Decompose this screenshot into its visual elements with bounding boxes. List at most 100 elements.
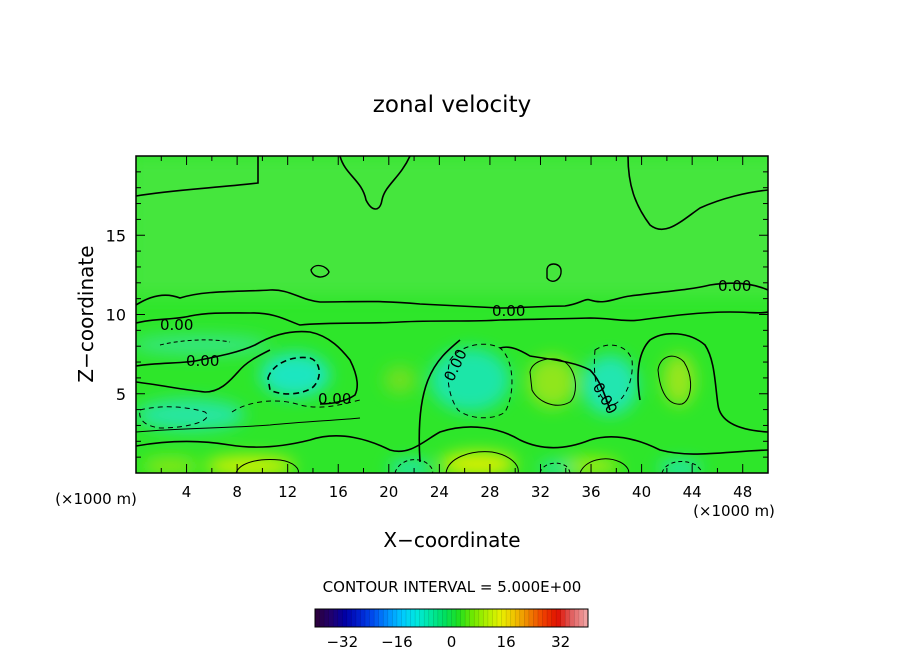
colorbar-cell — [474, 609, 480, 627]
colorbar-cell — [565, 609, 571, 627]
contour-label: 0.00 — [160, 316, 193, 334]
negative-bottom-3 — [658, 461, 702, 473]
upper-light-band — [136, 156, 768, 296]
x-tick-label: 20 — [379, 483, 398, 501]
negative-contour-8 — [159, 339, 231, 346]
contour-label: 0.00 — [718, 277, 751, 295]
colorbar-cell — [578, 609, 584, 627]
x-axis-ticks: 4 8 12 16 20 24 28 32 36 40 44 48 — [160, 156, 752, 501]
contour-label: 0.00 — [492, 302, 525, 320]
positive-bottom-3 — [560, 458, 620, 473]
contour-label-group: 0.00 0.00 0.00 0.00 0.00 0.00 0.00 — [160, 277, 751, 417]
contour-interval-text: CONTOUR INTERVAL = 5.000E+00 — [323, 578, 582, 596]
colorbar-cell — [442, 609, 448, 627]
colorbar-cell — [537, 609, 543, 627]
positive-contour-5 — [579, 458, 630, 473]
positive-contour-1 — [529, 358, 576, 406]
colorbar-tick-label: 16 — [497, 633, 516, 651]
x-tick-label: 48 — [733, 483, 752, 501]
colorbar-cell — [478, 609, 484, 627]
colorbar-cell — [324, 609, 330, 627]
chart-title: zonal velocity — [373, 92, 531, 118]
colorbar-cell — [451, 609, 457, 627]
colorbar-cell — [583, 609, 589, 627]
negative-contour-2 — [139, 406, 208, 429]
colorbar-cell — [460, 609, 466, 627]
colorbar-cell — [346, 609, 352, 627]
colorbar-cell — [396, 609, 402, 627]
x-tick-label: 28 — [480, 483, 499, 501]
colorbar-cell — [519, 609, 525, 627]
colorbar-frame — [314, 608, 589, 628]
colorbar-cell — [560, 609, 566, 627]
colorbar-cell — [533, 609, 539, 627]
x-tick-label: 32 — [531, 483, 550, 501]
colorbar-cell — [424, 609, 430, 627]
colorbar-cell — [510, 609, 516, 627]
negative-band-mid — [136, 335, 270, 355]
zero-contour-island-2 — [546, 263, 562, 282]
colorbar-cell — [351, 609, 357, 627]
colorbar-cell — [333, 609, 339, 627]
colorbar-tick-label: −16 — [381, 633, 413, 651]
positive-contour-2 — [657, 355, 691, 405]
zero-contour-lower-band — [136, 311, 768, 326]
colorbar-cell — [547, 609, 553, 627]
positive-patch-mid — [384, 366, 416, 394]
colorbar-cell — [524, 609, 530, 627]
colorbar-cell — [410, 609, 416, 627]
contour-label: 0.00 — [186, 352, 219, 370]
colorbar-cell — [574, 609, 580, 627]
zero-contour-upper-band — [136, 282, 768, 309]
x-unit-label-right: (×1000 m) — [693, 502, 775, 520]
heatmap-field: 0.00 0.00 0.00 0.00 0.00 0.00 0.00 — [136, 156, 768, 473]
colorbar-cell — [515, 609, 521, 627]
contour-lines — [136, 156, 768, 473]
colorbar-cell — [456, 609, 462, 627]
negative-bottom-2 — [539, 462, 571, 473]
colorbar-cell — [387, 609, 393, 627]
colorbar-cell — [528, 609, 534, 627]
colorbar-cell — [492, 609, 498, 627]
zero-contour-right — [637, 332, 768, 433]
x-axis-label: X−coordinate — [383, 528, 520, 552]
positive-contour-4 — [445, 451, 519, 473]
x-tick-label: 36 — [581, 483, 600, 501]
zero-contour-left-lower — [136, 349, 271, 393]
y-tick-label: 5 — [116, 385, 126, 404]
colorbar-tick-label: 0 — [447, 633, 457, 651]
x-tick-label: 40 — [632, 483, 651, 501]
x-tick-label: 4 — [182, 483, 192, 501]
colorbar-cell — [337, 609, 343, 627]
x-tick-label: 8 — [232, 483, 242, 501]
colorbar-cell — [401, 609, 407, 627]
y-axis-ticks: 5 10 15 — [106, 171, 768, 458]
colorbar — [314, 608, 589, 628]
colorbar-tick-labels: −32 −16 0 16 32 — [326, 633, 570, 651]
contour-label: 0.00 — [318, 390, 351, 408]
colorbar-cell — [374, 609, 380, 627]
zero-contour-island-1 — [310, 264, 330, 278]
y-axis-label: Z−coordinate — [74, 245, 98, 382]
colorbar-cell — [551, 609, 557, 627]
colorbar-cell — [446, 609, 452, 627]
colorbar-cell — [501, 609, 507, 627]
x-tick-label: 44 — [683, 483, 702, 501]
zero-contour-bottom — [136, 426, 768, 455]
colorbar-cell — [419, 609, 425, 627]
colorbar-cell — [483, 609, 489, 627]
positive-bottom-1 — [205, 456, 295, 473]
zero-contour-left-wave — [136, 330, 358, 405]
colorbar-cell — [428, 609, 434, 627]
zero-contour-top-left — [136, 156, 259, 197]
y-tick-label: 10 — [106, 306, 126, 325]
colorbar-cell — [569, 609, 575, 627]
colorbar-cell — [556, 609, 562, 627]
colorbar-tick-label: −32 — [326, 633, 358, 651]
colorbar-cell — [415, 609, 421, 627]
colorbar-cell — [465, 609, 471, 627]
y-tick-label: 15 — [106, 226, 126, 245]
field-patches — [136, 156, 768, 473]
zero-contour-top-right — [627, 156, 768, 231]
